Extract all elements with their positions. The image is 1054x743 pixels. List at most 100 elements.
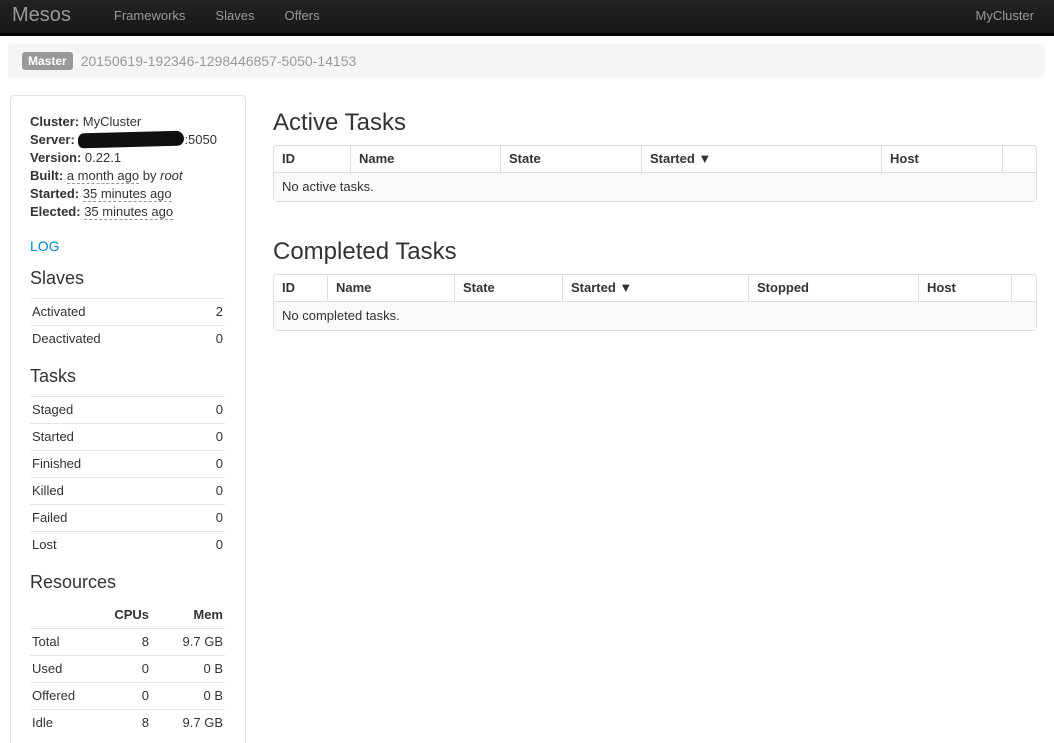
completed-tasks-table: ID Name State Started ▼ Stopped Host No … [273, 274, 1037, 331]
breadcrumb: Master 20150619-192346-1298446857-5050-1… [8, 44, 1045, 78]
stat-row-staged: Staged 0 [30, 396, 225, 423]
stat-row-finished: Finished 0 [30, 450, 225, 477]
resources-row-idle: Idle 8 9.7 GB [30, 709, 225, 736]
stat-label: Activated [32, 304, 86, 319]
active-tasks-header-row: ID Name State Started ▼ Host [274, 146, 1036, 172]
resource-label: Used [30, 655, 93, 683]
cluster-value: MyCluster [82, 114, 142, 129]
resources-row-used: Used 0 0 B [30, 655, 225, 683]
resource-cpus: 0 [93, 655, 151, 683]
elected-time: 35 minutes ago [84, 204, 174, 220]
stat-value: 0 [215, 331, 223, 346]
stat-row-lost: Lost 0 [30, 531, 225, 558]
master-badge: Master [22, 52, 73, 70]
resource-label: Offered [30, 682, 93, 710]
resource-cpus: 0 [93, 682, 151, 710]
active-tasks-empty-message: No active tasks. [274, 172, 1036, 201]
stat-row-deactivated: Deactivated 0 [30, 325, 225, 352]
active-col-name[interactable]: Name [350, 146, 500, 172]
resources-header-mem: Mem [193, 607, 223, 622]
resources-row-total: Total 8 9.7 GB [30, 628, 225, 656]
completed-tasks-heading: Completed Tasks [273, 238, 457, 265]
nav-link-slaves[interactable]: Slaves [215, 7, 255, 23]
navbar-cluster-name: MyCluster [975, 7, 1034, 23]
cluster-info-line: Cluster: MyCluster [30, 113, 225, 131]
built-user: root [160, 168, 183, 183]
tasks-stat-table: Staged 0 Started 0 Finished 0 Killed 0 F… [30, 396, 225, 558]
completed-col-blank [1011, 275, 1036, 301]
cluster-label: Cluster: [30, 114, 80, 129]
completed-tasks-empty-row: No completed tasks. [274, 301, 1036, 330]
resources-row-offered: Offered 0 0 B [30, 682, 225, 710]
stat-row-started: Started 0 [30, 423, 225, 450]
started-time: 35 minutes ago [82, 186, 172, 202]
master-id: 20150619-192346-1298446857-5050-14153 [80, 53, 357, 69]
stat-label: Lost [32, 537, 57, 552]
stat-value: 2 [215, 304, 223, 319]
stat-label: Started [32, 429, 74, 444]
resource-mem: 0 B [151, 682, 225, 710]
completed-tasks-empty-message: No completed tasks. [274, 301, 1036, 330]
active-col-state[interactable]: State [500, 146, 641, 172]
active-col-started-sorted[interactable]: Started ▼ [641, 146, 881, 172]
version-info-line: Version: 0.22.1 [30, 149, 225, 167]
stat-label: Staged [32, 402, 74, 417]
stat-row-activated: Activated 2 [30, 298, 225, 325]
resource-label: Idle [30, 709, 93, 736]
tasks-heading: Tasks [30, 366, 77, 386]
active-tasks-table: ID Name State Started ▼ Host No active t… [273, 145, 1037, 202]
built-label: Built: [30, 168, 64, 183]
elected-info-line: Elected: 35 minutes ago [30, 203, 225, 221]
active-col-host[interactable]: Host [881, 146, 1002, 172]
nav-link-offers[interactable]: Offers [284, 7, 320, 23]
slaves-heading: Slaves [30, 268, 85, 288]
completed-col-name[interactable]: Name [327, 275, 454, 301]
completed-col-started-sorted[interactable]: Started ▼ [562, 275, 748, 301]
version-value: 0.22.1 [84, 150, 122, 165]
completed-col-id[interactable]: ID [282, 280, 295, 295]
stat-value: 0 [215, 429, 223, 444]
completed-col-stopped[interactable]: Stopped [748, 275, 918, 301]
slaves-stat-table: Activated 2 Deactivated 0 [30, 298, 225, 352]
completed-col-host[interactable]: Host [918, 275, 1011, 301]
content-row: Cluster: MyCluster Server: :5050 Version… [0, 78, 1054, 743]
stat-label: Finished [32, 456, 82, 471]
mesos-brand-link[interactable]: Mesos [12, 3, 71, 26]
log-link[interactable]: LOG [30, 238, 60, 254]
resources-header-blank [30, 602, 93, 629]
stat-label: Killed [32, 483, 64, 498]
stat-label: Failed [32, 510, 68, 525]
built-info-line: Built: a month ago by root [30, 167, 225, 185]
stat-value: 0 [215, 402, 223, 417]
stat-value: 0 [215, 510, 223, 525]
stat-value: 0 [215, 456, 223, 471]
resource-mem: 9.7 GB [151, 628, 225, 656]
elected-label: Elected: [30, 204, 81, 219]
main-content: Active Tasks ID Name State Started ▼ Hos… [273, 78, 1037, 331]
resources-header-row: CPUs Mem [30, 602, 225, 629]
resource-cpus: 8 [93, 628, 151, 656]
server-info-line: Server: :5050 [30, 130, 225, 149]
nav-link-frameworks[interactable]: Frameworks [113, 7, 186, 23]
navbar-links: Frameworks Slaves Offers [99, 0, 335, 32]
resource-cpus: 8 [93, 709, 151, 736]
resource-label: Total [30, 628, 93, 656]
resources-table: CPUs Mem Total 8 9.7 GB Used 0 0 B Offer… [30, 602, 225, 736]
active-tasks-empty-row: No active tasks. [274, 172, 1036, 201]
redacted-server-address [78, 130, 185, 149]
built-by: by [142, 168, 157, 183]
stat-row-killed: Killed 0 [30, 477, 225, 504]
resource-mem: 0 B [151, 655, 225, 683]
active-col-id[interactable]: ID [282, 151, 295, 166]
stat-value: 0 [215, 483, 223, 498]
resources-heading: Resources [30, 572, 117, 592]
sidebar-panel: Cluster: MyCluster Server: :5050 Version… [10, 95, 246, 743]
started-label: Started: [30, 186, 80, 201]
resource-mem: 9.7 GB [151, 709, 225, 736]
completed-tasks-header-row: ID Name State Started ▼ Stopped Host [274, 275, 1036, 301]
stat-row-failed: Failed 0 [30, 504, 225, 531]
completed-col-state[interactable]: State [454, 275, 562, 301]
stat-label: Deactivated [32, 331, 101, 346]
server-port: :5050 [184, 132, 217, 147]
active-col-blank [1002, 146, 1036, 172]
